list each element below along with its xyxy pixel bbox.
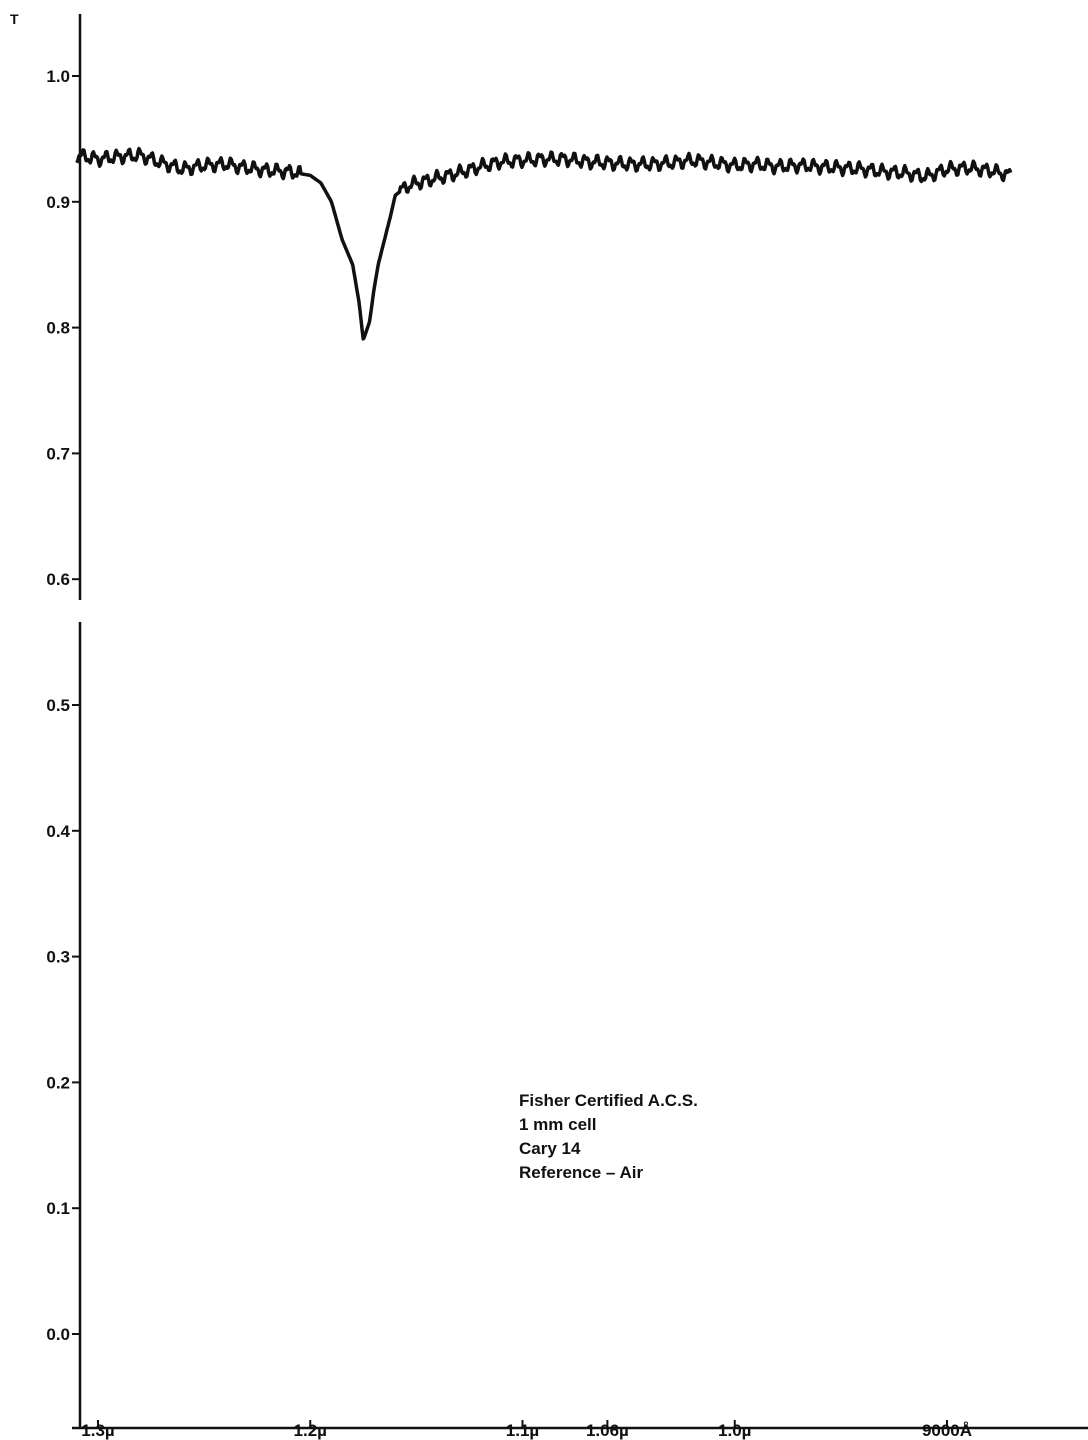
annotation-line: 1 mm cell: [519, 1115, 597, 1134]
y-tick-label: 0.1: [46, 1199, 70, 1218]
y-tick-label: 0.8: [46, 319, 70, 338]
x-tick-label: 1.1µ: [506, 1421, 539, 1440]
y-ticks: 1.0 0.9 0.8 0.7 0.6 0.5 0.4 0.3 0.2 0.1 0.0: [46, 67, 80, 1344]
annotation-line: Cary 14: [519, 1139, 581, 1158]
annotation-block: Fisher Certified A.C.S. 1 mm cell Cary 1…: [519, 1089, 698, 1185]
y-axis-title: T: [10, 11, 19, 27]
x-tick-label: 1.3µ: [81, 1421, 114, 1440]
annotation-line: Reference – Air: [519, 1163, 644, 1182]
y-tick-label: 0.3: [46, 948, 70, 967]
x-tick-label: 9000Å: [922, 1421, 972, 1440]
annotation-line: Fisher Certified A.C.S.: [519, 1091, 698, 1110]
series-line: [75, 146, 1013, 341]
y-tick-label: 0.4: [46, 822, 70, 841]
x-tick-label: 1.2µ: [294, 1421, 327, 1440]
y-tick-label: 0.6: [46, 570, 70, 589]
series: [75, 146, 1013, 341]
y-tick-label: 0.5: [46, 696, 70, 715]
y-tick-label: 0.7: [46, 444, 70, 463]
y-tick-label: 0.9: [46, 193, 70, 212]
y-tick-label: 0.0: [46, 1325, 70, 1344]
y-tick-label: 0.2: [46, 1073, 70, 1092]
x-tick-label: 1.0µ: [718, 1421, 751, 1440]
y-tick-label: 1.0: [46, 67, 70, 86]
axes: [72, 14, 1088, 1430]
x-ticks: 1.3µ 1.2µ 1.1µ 1.06µ 1.0µ 9000Å: [81, 1420, 972, 1440]
x-tick-label: 1.06µ: [586, 1421, 629, 1440]
